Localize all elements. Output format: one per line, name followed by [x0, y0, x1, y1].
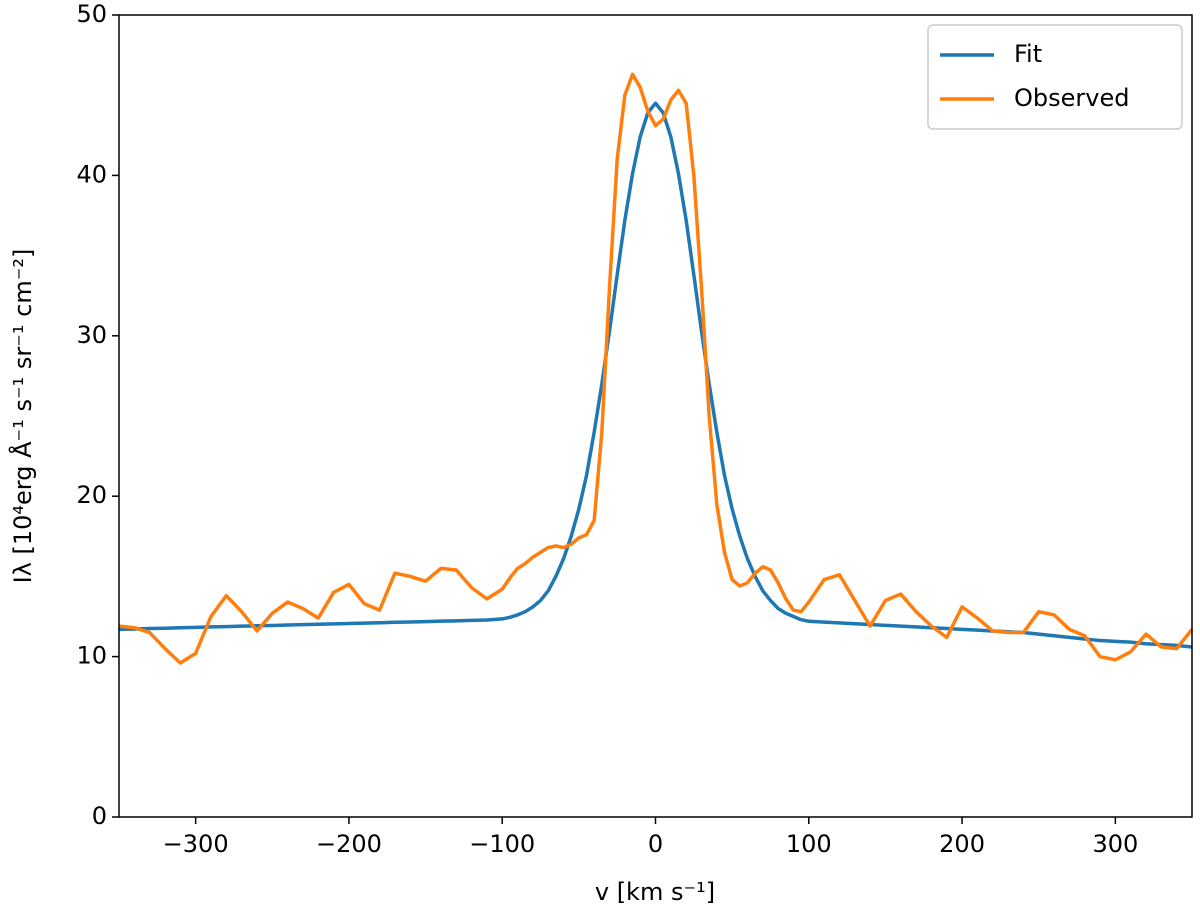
y-axis-label: Iλ [10⁴erg Å⁻¹ s⁻¹ sr⁻¹ cm⁻²] — [8, 249, 37, 584]
y-tick-label: 40 — [76, 160, 107, 188]
legend-label: Observed — [1014, 84, 1129, 112]
x-tick-label: 300 — [1092, 830, 1138, 858]
legend-box — [927, 24, 1183, 130]
x-axis-label: v [km s⁻¹] — [595, 878, 715, 906]
legend-label: Fit — [1014, 40, 1042, 68]
x-tick-label: 100 — [786, 830, 832, 858]
line-series — [119, 101, 1192, 649]
y-tick-label: 0 — [92, 802, 107, 830]
y-tick-label: 20 — [76, 481, 107, 509]
x-tick-label: 0 — [648, 830, 663, 858]
x-tick-label: −200 — [316, 830, 382, 858]
x-tick-label: −300 — [163, 830, 229, 858]
x-tick-label: 200 — [939, 830, 985, 858]
y-tick-label: 10 — [76, 642, 107, 670]
line-series — [119, 72, 1192, 665]
plot-frame — [118, 14, 1193, 818]
y-tick-label: 50 — [76, 0, 107, 28]
y-tick-label: 30 — [76, 321, 107, 349]
x-tick-label: −100 — [469, 830, 535, 858]
